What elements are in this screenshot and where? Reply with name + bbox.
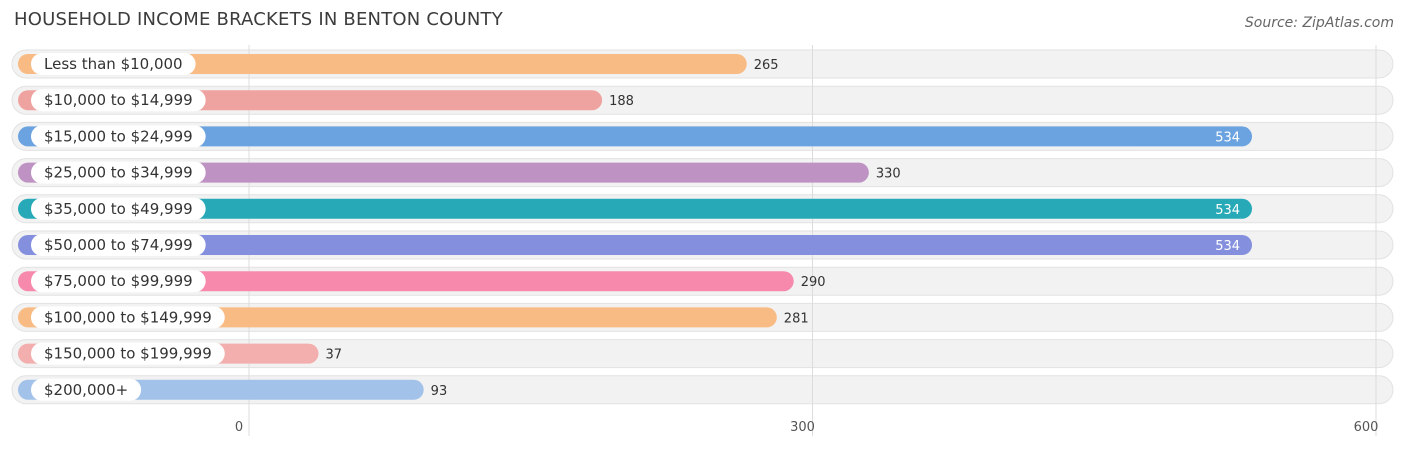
bar [18, 126, 1253, 147]
category-label: $35,000 to $49,999 [44, 200, 193, 218]
category-pill [31, 197, 206, 220]
category-pill [31, 161, 206, 184]
category-pill [31, 53, 196, 75]
category-label: $10,000 to $14,999 [44, 91, 193, 109]
category-pill [31, 342, 225, 365]
x-tick-label: 600 [1354, 420, 1379, 435]
category-label: $50,000 to $74,999 [44, 236, 193, 254]
value-label: 37 [325, 348, 342, 363]
bar [18, 54, 747, 74]
category-label: $25,000 to $34,999 [44, 164, 193, 182]
category-label: $200,000+ [44, 381, 128, 399]
bar [18, 271, 794, 292]
value-label: 330 [876, 167, 901, 182]
category-pill [31, 234, 206, 256]
value-label: 534 [1215, 203, 1240, 218]
category-label: $100,000 to $149,999 [44, 308, 212, 326]
category-pill [31, 270, 206, 293]
chart-title: HOUSEHOLD INCOME BRACKETS IN BENTON COUN… [14, 9, 503, 30]
value-label: 281 [784, 311, 809, 326]
value-label: 534 [1215, 130, 1240, 145]
category-label: $75,000 to $99,999 [44, 272, 193, 290]
category-label: $15,000 to $24,999 [44, 127, 193, 145]
category-label: Less than $10,000 [44, 55, 183, 73]
bar [18, 198, 1253, 219]
value-label: 534 [1215, 239, 1240, 254]
x-tick-label: 0 [235, 420, 243, 435]
category-label: $150,000 to $199,999 [44, 345, 212, 363]
category-pill [31, 306, 225, 329]
value-label: 93 [431, 384, 448, 399]
x-tick-label: 300 [790, 420, 815, 435]
bar [18, 235, 1253, 255]
value-label: 290 [801, 275, 826, 290]
category-pill [31, 89, 206, 112]
category-pill [31, 378, 142, 401]
source-note: Source: ZipAtlas.com [1244, 15, 1394, 31]
bar [18, 162, 869, 183]
value-label: 188 [609, 94, 634, 109]
category-pill [31, 125, 206, 148]
value-label: 265 [754, 58, 779, 73]
row-track [11, 339, 1394, 369]
